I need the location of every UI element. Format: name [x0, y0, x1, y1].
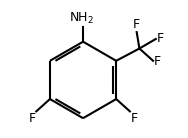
Text: F: F: [28, 112, 36, 125]
Text: F: F: [130, 112, 138, 125]
Text: F: F: [157, 32, 164, 45]
Text: NH$_2$: NH$_2$: [69, 11, 94, 26]
Text: F: F: [133, 18, 140, 31]
Text: F: F: [154, 55, 161, 68]
